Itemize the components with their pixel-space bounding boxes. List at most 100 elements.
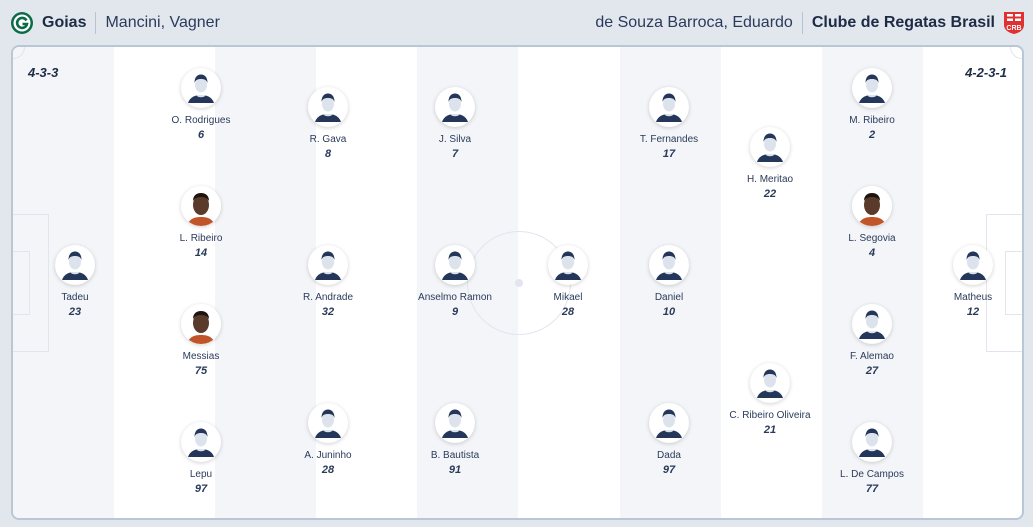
player-away[interactable]: Dada 97 [604,403,734,476]
away-header: de Souza Barroca, Eduardo Clube de Regat… [595,0,1025,45]
player-name: Dada [657,450,681,461]
player-away[interactable]: H. Meritao 22 [705,127,835,200]
player-number: 28 [561,306,575,318]
home-coach: Mancini, Vagner [105,13,220,31]
player-home[interactable]: A. Juninho 28 [263,403,393,476]
player-avatar-icon [852,304,892,344]
player-number: 10 [662,306,676,318]
player-number: 17 [662,148,676,160]
svg-text:CRB: CRB [1006,25,1021,32]
center-spot [515,279,523,287]
home-team-name[interactable]: Goias [42,13,87,31]
player-number: 12 [966,306,980,318]
player-name: Matheus [953,292,993,303]
home-formation: 4-3-3 [28,65,59,80]
pitch: 4-3-3 4-2-3-1 Tadeu 23 O. Rodrigues 6 L.… [11,45,1024,520]
player-number: 14 [194,247,208,259]
player-number: 9 [451,306,459,318]
player-avatar-icon [308,87,348,127]
right-goal-area [1005,251,1022,315]
player-number: 22 [763,188,777,200]
player-name: Lepu [189,469,213,480]
player-avatar-icon [953,245,993,285]
player-name: H. Meritao [746,174,794,185]
player-home[interactable]: R. Andrade 32 [263,245,393,318]
player-number: 6 [197,129,205,141]
player-home[interactable]: Tadeu 23 [13,245,140,318]
player-number: 8 [324,148,332,160]
player-number: 21 [763,424,777,436]
player-name: L. Ribeiro [179,233,223,244]
player-avatar-icon [308,403,348,443]
divider [95,11,97,34]
player-name: J. Silva [438,134,472,145]
pitch-stripe [215,47,316,518]
left-goal-area [13,251,30,315]
player-avatar-icon [852,68,892,108]
player-number: 4 [868,247,876,259]
player-name: M. Ribeiro [849,115,895,126]
player-name: L. De Campos [840,469,904,480]
player-away[interactable]: C. Ribeiro Oliveira 21 [705,363,835,436]
player-avatar-icon [181,422,221,462]
player-number: 97 [194,483,208,495]
player-away[interactable]: L. De Campos 77 [807,422,937,495]
player-number: 7 [451,148,459,160]
player-name: R. Gava [309,134,347,145]
player-avatar-icon [548,245,588,285]
player-away[interactable]: Daniel 10 [604,245,734,318]
player-photo [181,186,221,226]
player-away[interactable]: T. Fernandes 17 [604,87,734,160]
player-avatar-icon [435,245,475,285]
player-away[interactable]: Matheus 12 [908,245,1022,318]
player-number: 28 [321,464,335,476]
player-number: 27 [865,365,879,377]
player-name: C. Ribeiro Oliveira [729,410,811,421]
player-avatar-icon [55,245,95,285]
player-number: 77 [865,483,879,495]
player-number: 91 [448,464,462,476]
away-coach: de Souza Barroca, Eduardo [595,13,793,31]
player-away[interactable]: Mikael 28 [503,245,633,318]
player-name: A. Juninho [304,450,352,461]
left-penalty-box [13,214,49,352]
player-avatar-icon [308,245,348,285]
player-name: T. Fernandes [639,134,699,145]
divider [801,11,803,34]
player-home[interactable]: Messias 75 [136,304,266,377]
player-name: Tadeu [61,292,89,303]
player-avatar-icon [435,87,475,127]
player-number: 32 [321,306,335,318]
player-home[interactable]: Anselmo Ramon 9 [390,245,520,318]
away-team-name[interactable]: Clube de Regatas Brasil [811,13,995,31]
player-name: Daniel [654,292,684,303]
player-home[interactable]: J. Silva 7 [390,87,520,160]
player-home[interactable]: R. Gava 8 [263,87,393,160]
away-formation: 4-2-3-1 [965,65,1007,80]
player-avatar-icon [649,87,689,127]
player-home[interactable]: B. Bautista 91 [390,403,520,476]
player-name: O. Rodrigues [171,115,231,126]
player-name: Messias [182,351,220,362]
player-number: 2 [868,129,876,141]
player-avatar-icon [852,422,892,462]
player-avatar-icon [649,403,689,443]
player-avatar-icon [750,127,790,167]
player-name: F. Alemao [850,351,894,362]
player-number: 75 [194,365,208,377]
player-away[interactable]: L. Segovia 4 [807,186,937,259]
player-name: L. Segovia [848,233,896,244]
player-photo [181,304,221,344]
player-home[interactable]: L. Ribeiro 14 [136,186,266,259]
player-name: Mikael [553,292,583,303]
crb-logo-icon: CRB [1004,11,1024,34]
player-home[interactable]: O. Rodrigues 6 [136,68,266,141]
player-name: R. Andrade [302,292,354,303]
player-away[interactable]: F. Alemao 27 [807,304,937,377]
player-home[interactable]: Lepu 97 [136,422,266,495]
home-header: Goias Mancini, Vagner [10,0,220,45]
player-name: Anselmo Ramon [418,292,492,303]
player-away[interactable]: M. Ribeiro 2 [807,68,937,141]
player-photo [852,186,892,226]
player-number: 97 [662,464,676,476]
